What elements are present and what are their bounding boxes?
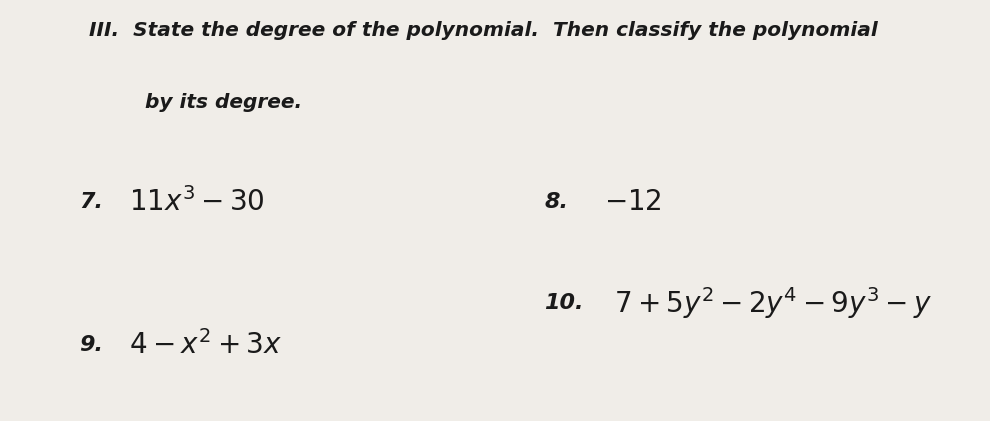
Text: III.  State the degree of the polynomial.  Then classify the polynomial: III. State the degree of the polynomial.… bbox=[89, 21, 878, 40]
Text: 10.: 10. bbox=[544, 293, 584, 313]
Text: 8.: 8. bbox=[544, 192, 568, 212]
Text: 7.: 7. bbox=[79, 192, 103, 212]
Text: $-12$: $-12$ bbox=[604, 188, 661, 216]
Text: by its degree.: by its degree. bbox=[89, 93, 302, 112]
Text: $11x^3-30$: $11x^3-30$ bbox=[129, 187, 264, 217]
Text: $7+5y^2-2y^4-9y^3-y$: $7+5y^2-2y^4-9y^3-y$ bbox=[614, 285, 932, 321]
Text: 9.: 9. bbox=[79, 335, 103, 355]
Text: $4-x^2+3x$: $4-x^2+3x$ bbox=[129, 330, 282, 360]
